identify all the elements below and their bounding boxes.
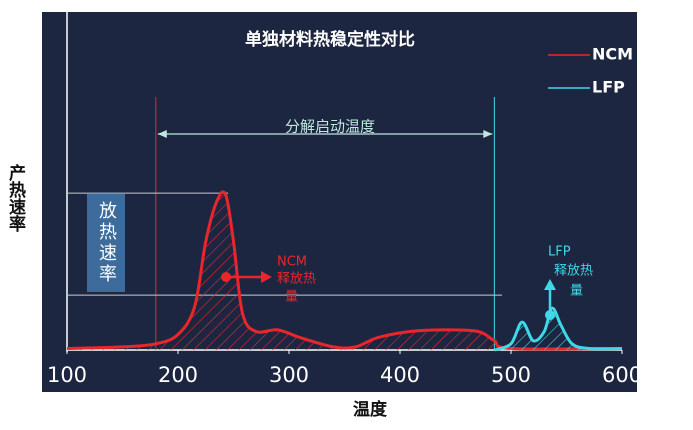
area-hatch bbox=[67, 191, 622, 350]
x-tick-label: 500 bbox=[491, 363, 531, 387]
series-line bbox=[66, 190, 623, 351]
x-tick-label: 400 bbox=[380, 363, 420, 387]
arrow-head bbox=[544, 279, 556, 290]
chart-title: 单独材料热稳定性对比 bbox=[245, 29, 415, 50]
ncm-heat-label: 量 bbox=[285, 290, 298, 305]
ncm-heat-label: 释放热 bbox=[277, 272, 316, 287]
x-axis-label: 温度 bbox=[353, 399, 388, 420]
lfp-heat-label: LFP bbox=[548, 245, 571, 260]
rate-label: 放热速率 bbox=[96, 201, 117, 285]
y-axis-label: 产热速率 bbox=[5, 163, 26, 233]
onset-label: 分解启动温度 bbox=[285, 118, 375, 136]
x-tick-label: 600 bbox=[602, 363, 642, 387]
legend-label: NCM bbox=[592, 45, 633, 64]
lfp-heat-label: 释放热 bbox=[554, 264, 593, 279]
x-tick-label: 100 bbox=[47, 363, 87, 387]
x-tick-label: 200 bbox=[158, 363, 198, 387]
x-tick-label: 300 bbox=[269, 363, 309, 387]
rate-box bbox=[87, 194, 125, 292]
legend-label: LFP bbox=[592, 78, 625, 97]
area-hatch bbox=[494, 308, 622, 350]
arrow-head bbox=[261, 271, 272, 283]
lfp-heat-label: 量 bbox=[570, 284, 583, 299]
ncm-heat-label: NCM bbox=[277, 255, 307, 270]
plot-panel bbox=[42, 12, 637, 392]
